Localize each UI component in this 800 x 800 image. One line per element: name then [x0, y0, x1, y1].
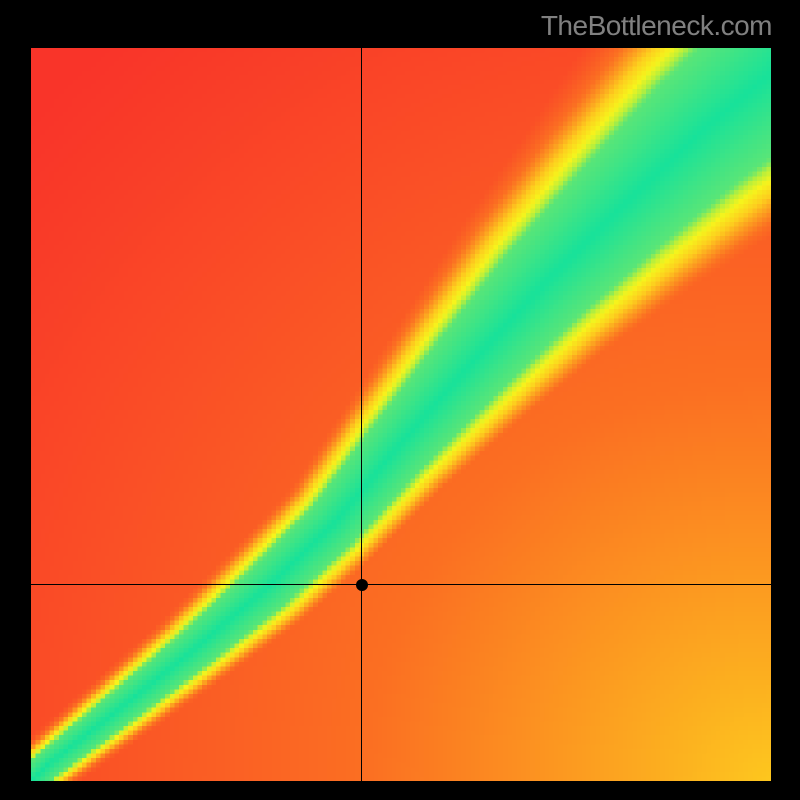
heatmap-canvas — [31, 48, 771, 781]
crosshair-horizontal — [31, 584, 771, 585]
chart-container: TheBottleneck.com — [0, 0, 800, 800]
watermark-text: TheBottleneck.com — [541, 10, 772, 42]
crosshair-vertical — [361, 48, 362, 781]
plot-area — [31, 48, 771, 781]
crosshair-marker — [356, 579, 368, 591]
